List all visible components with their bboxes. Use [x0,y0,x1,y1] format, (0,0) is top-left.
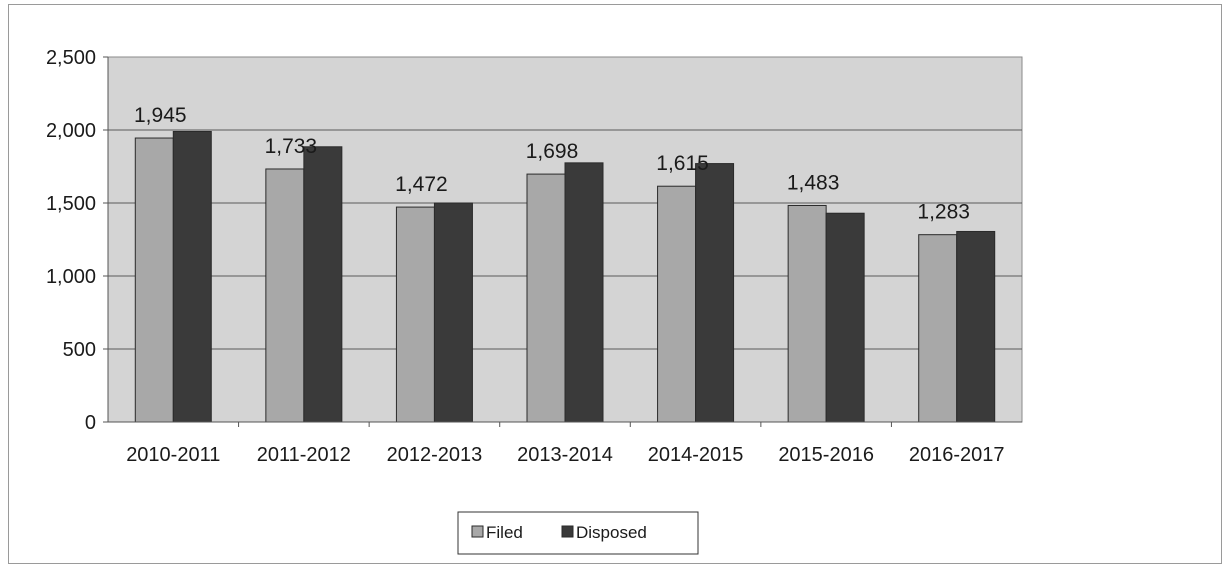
bar-filed [395,206,435,423]
bar-disposed [433,202,473,423]
bar-disposed [303,146,343,423]
bar-disposed [695,163,735,423]
y-tick-label: 500 [63,339,96,361]
x-tick-label: 2012-2013 [387,444,483,466]
y-tick-label: 2,500 [46,47,96,69]
x-tick-label: 2013-2014 [517,444,613,466]
data-label: 1,733 [265,135,318,158]
legend-swatch-disposed [561,525,574,538]
bar-disposed [172,130,212,423]
bar-disposed [956,230,996,423]
x-tick-label: 2015-2016 [778,444,874,466]
y-axis: 0 500 1,000 1,500 2,000 2,500 [46,47,109,434]
bar-filed [918,234,958,423]
data-labels: 1,945 1,733 1,472 1,698 1,615 1,483 1,283 [134,104,970,224]
bar-filed [657,185,697,423]
x-tick-label: 2016-2017 [909,444,1005,466]
legend-label-filed: Filed [486,523,523,542]
bar-filed [787,204,827,423]
data-label: 1,945 [134,104,187,127]
bar-filed [134,137,174,423]
data-label: 1,615 [656,152,709,175]
y-tick-label: 1,500 [46,193,96,215]
x-axis: 2010-2011 2011-2012 2012-2013 2013-2014 2014… [108,421,1022,466]
y-tick-label: 2,000 [46,120,96,142]
x-tick-label: 2014-2015 [648,444,744,466]
y-tick-label: 1,000 [46,266,96,288]
y-tick-label: 0 [85,412,96,434]
bars [134,130,996,423]
bar-disposed [825,212,865,423]
x-tick-label: 2010-2011 [126,444,220,466]
legend-label-disposed: Disposed [576,523,647,542]
legend-box [457,511,699,555]
bar-filed [265,168,305,423]
data-label: 1,698 [526,140,579,163]
bar-filed [526,173,566,423]
data-label: 1,283 [917,201,970,224]
data-label: 1,483 [787,171,840,194]
data-label: 1,472 [395,173,448,196]
legend-swatch-filed [471,525,484,538]
bar-disposed [564,162,604,423]
legend: Filed Disposed [457,511,699,555]
x-tick-label: 2011-2012 [257,444,351,466]
